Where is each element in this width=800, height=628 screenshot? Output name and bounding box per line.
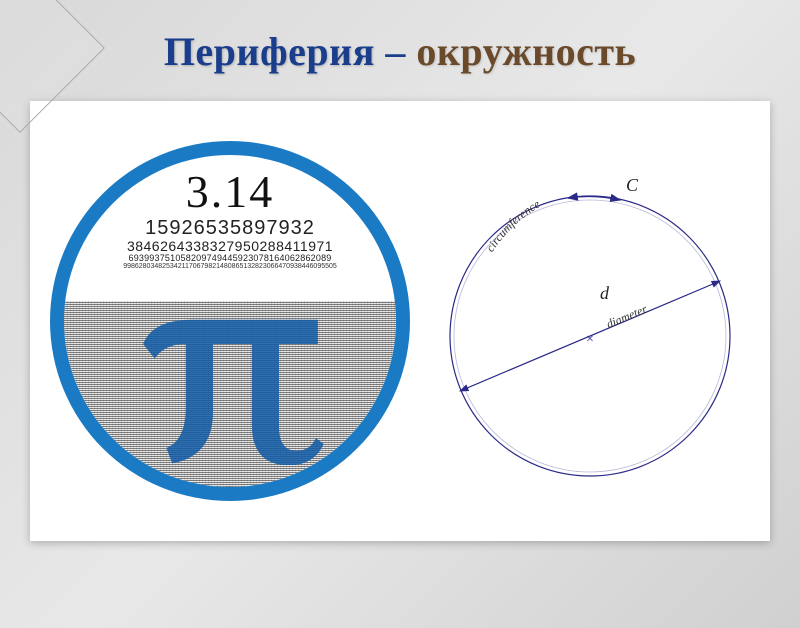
pi-inner: 3.14 15926535897932 38462643383279502884… — [64, 155, 396, 487]
d-label: d — [600, 283, 610, 303]
pi-line-4: 9986280348253421170679821480865132823066… — [70, 263, 390, 270]
pi-glyph-path — [143, 319, 324, 465]
pi-symbol-icon — [64, 288, 396, 487]
pi-line-3: 693993751058209749445923078164062862089 — [70, 254, 390, 263]
pi-line-1: 15926535897932 — [70, 218, 390, 239]
title-dash: – — [385, 29, 406, 74]
title-word-1: Периферия — [164, 29, 375, 74]
circumference-arc-arrows — [568, 196, 620, 200]
c-label: C — [626, 175, 639, 195]
page-title: Периферия – окружность — [0, 28, 800, 75]
figure-panel: 3.14 15926535897932 38462643383279502884… — [30, 101, 770, 541]
pi-circle: 3.14 15926535897932 38462643383279502884… — [50, 141, 410, 501]
pi-digits: 15926535897932 3846264338327950288411971… — [64, 218, 396, 270]
diameter-label: diameter — [604, 302, 649, 331]
circumference-diagram: circumference C × d diameter — [430, 161, 750, 481]
pi-line-2: 3846264338327950288411971 — [70, 239, 390, 254]
center-mark: × — [586, 332, 594, 347]
title-word-2: окружность — [416, 29, 636, 74]
circumference-label: circumference — [483, 196, 543, 254]
